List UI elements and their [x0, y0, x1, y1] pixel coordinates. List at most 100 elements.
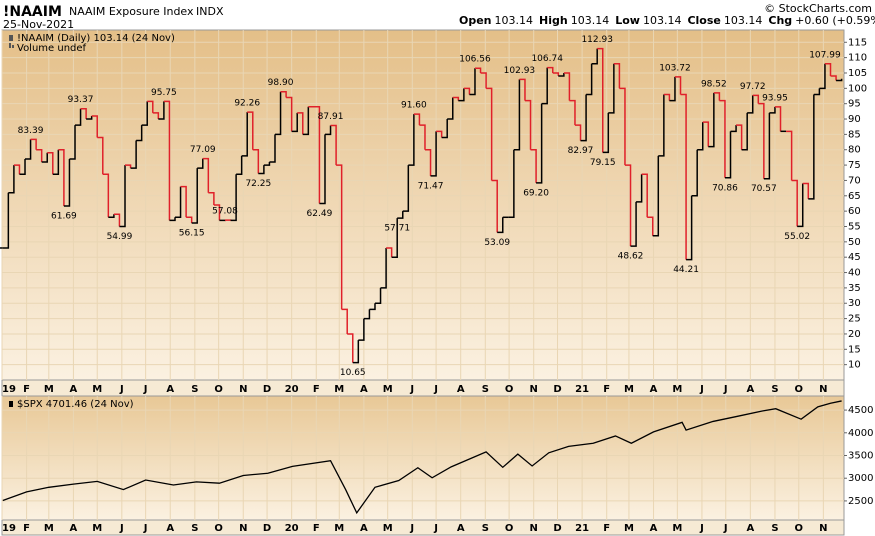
x-tick-label: F	[603, 384, 610, 395]
x-tick-label: D	[263, 523, 271, 534]
step-segment	[63, 158, 71, 207]
step-segment	[52, 149, 60, 176]
y-tick-label: 10	[848, 360, 861, 371]
y-tick-label: 60	[848, 206, 861, 217]
step-segment	[680, 93, 687, 260]
step-segment	[686, 195, 693, 261]
value-label: 56.15	[179, 228, 205, 238]
line	[2, 400, 842, 515]
x-tick-label: M	[44, 384, 54, 395]
y-tick-label: 65	[848, 191, 861, 202]
step-segment	[291, 112, 298, 133]
x-tick-label: O	[795, 523, 804, 534]
value-label: 91.60	[401, 101, 427, 111]
value-label: 92.26	[234, 99, 260, 109]
value-label: 57.08	[212, 207, 238, 217]
exchange: INDX	[196, 5, 224, 18]
step-segment	[447, 97, 454, 120]
step-segment	[163, 100, 171, 221]
step-segment	[436, 130, 443, 138]
value-label: 98.52	[701, 79, 727, 89]
x-tick-label: M	[92, 523, 102, 534]
step-segment	[91, 115, 98, 138]
x-tick-label: 19	[2, 523, 16, 534]
step-segment	[574, 124, 582, 141]
x-tick-label: M	[383, 384, 393, 395]
x-tick-label: J	[723, 523, 728, 534]
y-tick-label: 45	[848, 252, 861, 263]
field-value: 103.14	[571, 14, 610, 27]
y-tick-label: 25	[848, 314, 861, 325]
step-segment	[180, 185, 187, 218]
step-segment	[408, 114, 415, 166]
step-segment	[186, 216, 193, 223]
step-segment	[358, 318, 365, 341]
step-segment	[247, 111, 254, 150]
x-tick-label: 20	[285, 523, 299, 534]
value-label: 79.15	[590, 158, 616, 168]
step-segment	[658, 94, 665, 157]
x-tick-label: O	[795, 384, 804, 395]
x-tick-label: O	[505, 523, 514, 534]
field-value: 103.14	[495, 14, 534, 27]
step-segment	[652, 155, 660, 237]
y-tick-label: 55	[848, 221, 861, 232]
x-tick-label: M	[334, 384, 344, 395]
x-tick-label: 20	[285, 384, 299, 395]
step-segment	[413, 113, 421, 126]
step-segment	[386, 247, 393, 258]
legend-label: !NAAIM (Daily) 103.14 (24 Nov)	[17, 33, 175, 44]
y-tick-label: 40	[848, 268, 861, 279]
step-segment	[691, 149, 698, 197]
x-tick-label: J	[143, 523, 148, 534]
step-segment	[708, 92, 715, 148]
x-tick-label: A	[360, 523, 368, 534]
x-tick-label: N	[819, 384, 827, 395]
step-segment	[119, 165, 126, 228]
step-segment	[452, 96, 460, 101]
step-segment	[497, 217, 504, 234]
step-segment	[747, 95, 754, 114]
quote-fields: Open 103.14 High 103.14 Low 103.14 Close 103.14…	[459, 14, 875, 27]
step-segment	[830, 75, 837, 81]
y-tick-label: 35	[848, 283, 861, 294]
step-segment	[591, 48, 598, 65]
step-segment	[797, 183, 804, 228]
y-tick-label: 85	[848, 129, 861, 140]
step-segment	[819, 63, 826, 90]
step-segment	[730, 125, 737, 133]
value-label: 53.09	[484, 238, 510, 248]
x-tick-label: 19	[2, 384, 16, 395]
copyright: © StockCharts.com	[764, 2, 872, 15]
x-tick-label: A	[457, 384, 465, 395]
x-tick-label: J	[723, 384, 728, 395]
step-segment	[758, 102, 765, 179]
y-tick-label: 110	[848, 53, 867, 64]
value-label: 93.95	[762, 93, 788, 103]
x-tick-label: O	[505, 384, 514, 395]
field-label: Open	[459, 14, 492, 27]
step-segment	[552, 72, 560, 77]
x-tick-label: S	[482, 523, 489, 534]
step-segment	[624, 164, 632, 247]
value-label: 71.47	[418, 181, 444, 191]
x-tick-label: M	[334, 523, 344, 534]
step-segment	[508, 149, 515, 219]
step-segment	[580, 94, 587, 142]
step-segment	[530, 148, 537, 183]
x-tick-label: J	[143, 384, 148, 395]
step-segment	[347, 333, 354, 363]
step-segment	[130, 140, 137, 169]
axis-band	[1, 379, 845, 397]
value-label: 54.99	[107, 232, 133, 242]
step-segment	[808, 94, 815, 200]
value-label: 55.02	[784, 232, 810, 242]
step-segment	[297, 112, 304, 135]
x-tick-label: M	[383, 523, 393, 534]
value-label: 106.56	[459, 55, 491, 65]
step-segment	[647, 216, 654, 236]
step-segment	[252, 148, 260, 174]
x-tick-label: S	[482, 384, 489, 395]
x-tick-label: A	[166, 523, 174, 534]
